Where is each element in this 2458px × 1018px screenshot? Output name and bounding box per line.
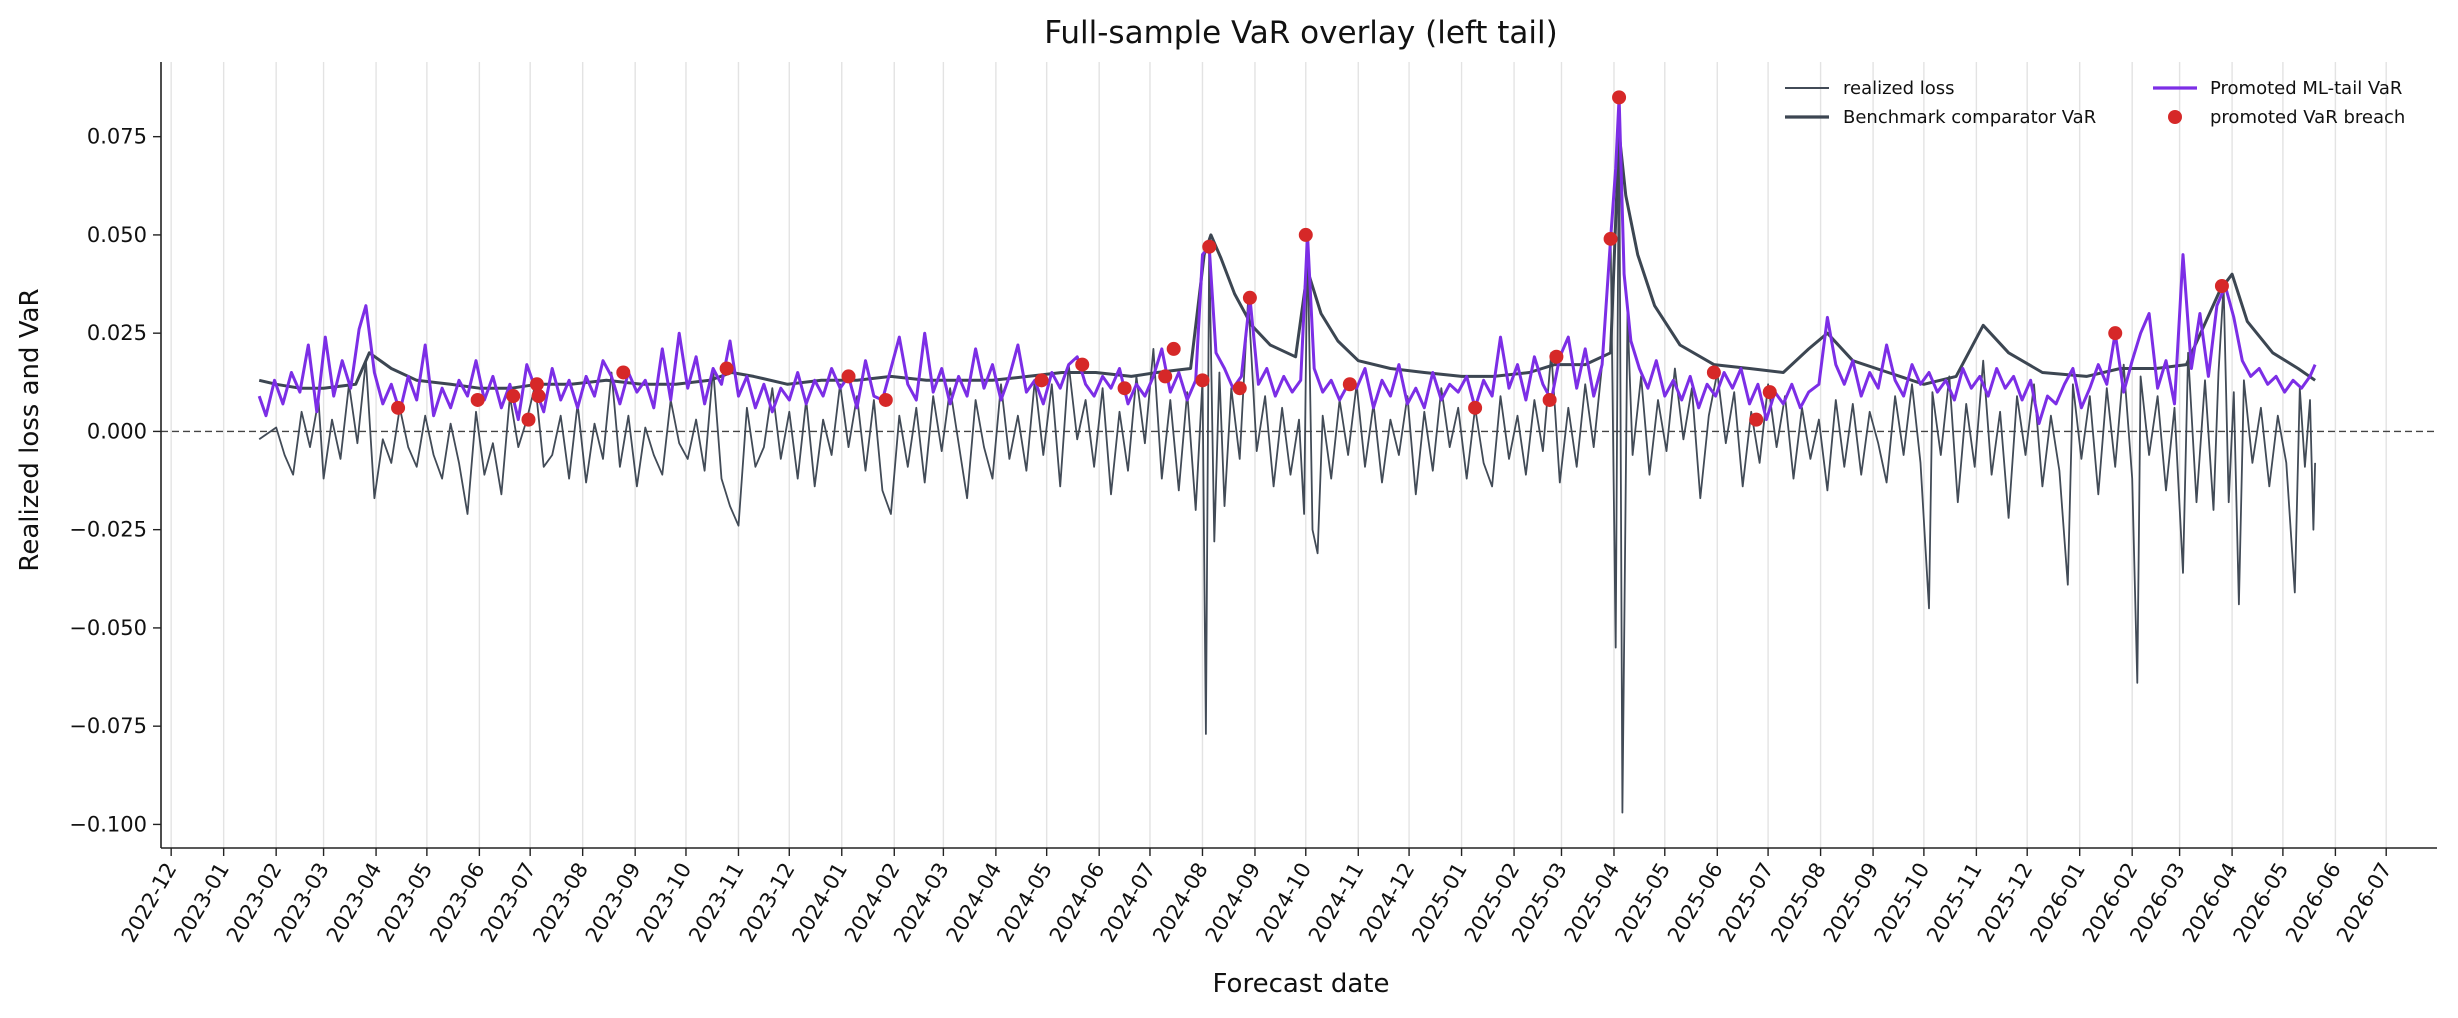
- breach-marker: [1612, 90, 1627, 105]
- y-tick-label: 0.025: [87, 321, 147, 345]
- breach-marker: [1342, 377, 1357, 392]
- legend: realized loss Benchmark comparator VaR P…: [1785, 78, 2405, 128]
- y-axis-ticks: −0.100 −0.075 −0.050 −0.025 0.000 0.025 0.050 0…: [69, 125, 161, 836]
- breach-marker: [1034, 373, 1049, 388]
- y-tick-label: 0.050: [87, 223, 147, 247]
- y-tick-label: 0.075: [87, 125, 147, 149]
- breach-marker: [1298, 227, 1313, 242]
- breach-marker: [2214, 279, 2229, 294]
- breach-marker: [719, 361, 734, 376]
- breach-marker: [1195, 373, 1210, 388]
- breach-marker: [506, 389, 521, 404]
- breach-marker: [470, 392, 485, 407]
- breach-marker: [1749, 412, 1764, 427]
- grid: [170, 62, 2387, 848]
- breach-marker: [1542, 392, 1557, 407]
- legend-label-realized-loss: realized loss: [1843, 78, 1955, 99]
- breach-marker: [521, 412, 536, 427]
- breach-marker: [2108, 326, 2123, 341]
- legend-item-breach: promoted VaR breach: [2168, 107, 2405, 128]
- y-tick-label: −0.025: [69, 518, 147, 542]
- breach-marker: [616, 365, 631, 380]
- legend-swatch-breach: [2168, 110, 2182, 124]
- breach-marker: [1762, 385, 1777, 400]
- benchmark-var-line: [258, 131, 2316, 390]
- breach-marker: [1117, 381, 1132, 396]
- series-layer: [257, 95, 2317, 814]
- y-tick-label: −0.100: [69, 812, 147, 836]
- breach-marker: [531, 389, 546, 404]
- breach-marker: [1549, 349, 1564, 364]
- breach-marker: [1603, 231, 1618, 246]
- promoted-var-line: [257, 95, 2317, 426]
- breach-marker: [878, 392, 893, 407]
- breach-marker: [529, 377, 544, 392]
- legend-item-realized-loss: realized loss: [1785, 78, 1955, 99]
- realized-loss-line: [258, 96, 2316, 814]
- breach-marker: [1166, 341, 1181, 356]
- breach-marker: [1075, 357, 1090, 372]
- x-axis-label: Forecast date: [1213, 969, 1390, 999]
- breach-marker: [1158, 369, 1173, 384]
- breach-marker: [1232, 381, 1247, 396]
- y-axis-label: Realized loss and VaR: [15, 288, 45, 571]
- legend-label-benchmark-var: Benchmark comparator VaR: [1843, 107, 2096, 128]
- legend-item-benchmark-var: Benchmark comparator VaR: [1785, 107, 2096, 128]
- breach-markers: [391, 90, 2229, 427]
- y-tick-label: −0.050: [69, 616, 147, 640]
- breach-marker: [1468, 400, 1483, 415]
- breach-marker: [391, 400, 406, 415]
- y-tick-label: −0.075: [69, 714, 147, 738]
- legend-label-breach: promoted VaR breach: [2210, 107, 2405, 128]
- chart-title: Full-sample VaR overlay (left tail): [1044, 15, 1558, 51]
- breach-marker: [841, 369, 856, 384]
- y-tick-label: 0.000: [87, 419, 147, 443]
- breach-marker: [1242, 290, 1257, 305]
- legend-label-promoted-var: Promoted ML-tail VaR: [2210, 78, 2402, 99]
- axes: [160, 62, 2437, 849]
- legend-item-promoted-var: Promoted ML-tail VaR: [2153, 78, 2402, 99]
- breach-marker: [1706, 365, 1721, 380]
- breach-marker: [1202, 239, 1217, 254]
